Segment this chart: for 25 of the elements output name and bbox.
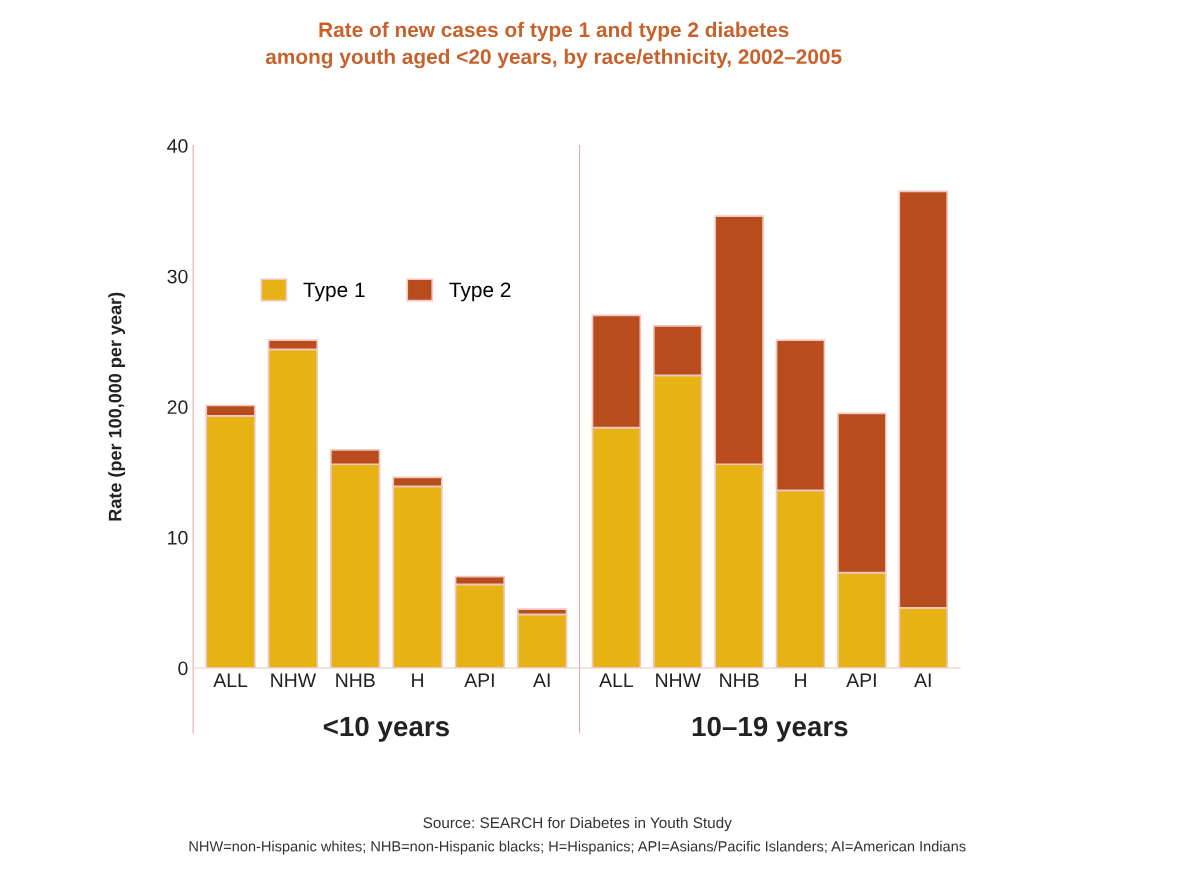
y-tick-label: 0 bbox=[178, 661, 188, 676]
y-tick-label: 30 bbox=[167, 269, 188, 284]
x-tick-label: AI bbox=[914, 673, 931, 687]
x-tick-label: NHW bbox=[656, 673, 701, 687]
x-tick-label: API bbox=[846, 673, 876, 687]
x-tick-label: ALL bbox=[599, 673, 634, 687]
legend-label: Type 2 bbox=[449, 282, 511, 302]
text: NHW=non-Hispanic whites; NHB=non-Hispanic blacks; H=Hispanics; API=Asians/Pacific Islanders; AI=American Indians bbox=[189, 840, 966, 855]
x-tick-label: H bbox=[795, 673, 806, 687]
x-tick-label: ALL bbox=[213, 673, 248, 687]
x-tick-label: H bbox=[412, 673, 423, 687]
y-tick-label: 40 bbox=[167, 139, 188, 153]
x-axis-title: 10–19 years bbox=[692, 716, 848, 742]
x-axis-title: <10 years bbox=[323, 716, 449, 742]
source-note: Source: SEARCH for Diabetes in Youth Study bbox=[423, 816, 732, 832]
legend-label: Type 1 bbox=[303, 282, 365, 302]
x-tick-label: NHW bbox=[271, 673, 317, 687]
x-tick-label: AI bbox=[533, 673, 550, 687]
x-tick-label: NHB bbox=[720, 673, 759, 687]
x-tick-label: API bbox=[464, 673, 494, 687]
y-tick-label: 20 bbox=[167, 400, 188, 415]
chart-title: Rate of new cases of type 1 and type 2 diabetes among youth aged <20 years, by race/ethnicity, 2002–2005 bbox=[265, 21, 842, 69]
y-tick-label: 10 bbox=[168, 530, 188, 545]
x-tick-label: NHB bbox=[336, 673, 375, 687]
y-axis-title: Rate (per 100,000 per year) bbox=[108, 292, 126, 521]
